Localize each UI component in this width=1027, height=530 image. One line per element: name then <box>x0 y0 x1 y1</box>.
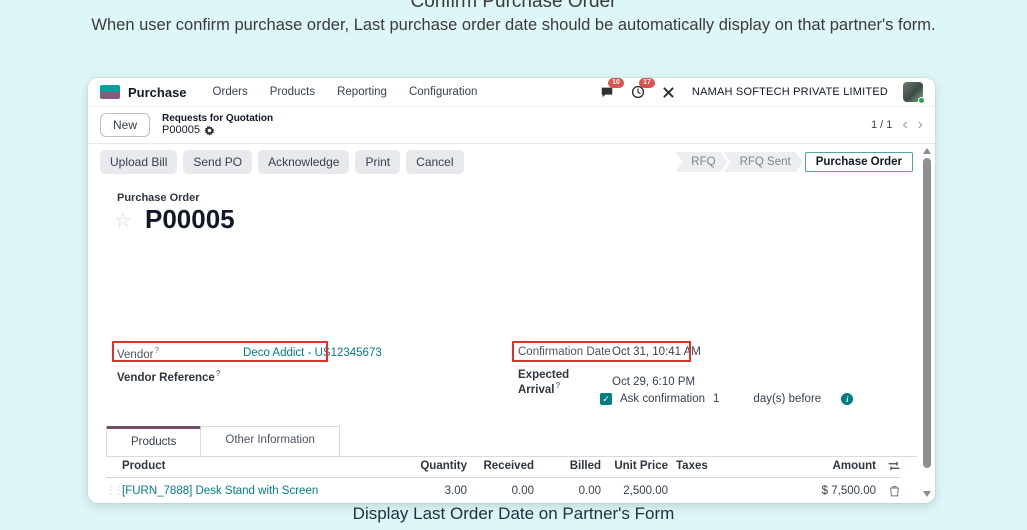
ask-confirmation-field: ✓ Ask confirmation 1 day(s) before i <box>600 393 854 405</box>
bottom-caption: Display Last Order Date on Partner's For… <box>352 504 675 523</box>
col-received[interactable]: Received <box>483 459 534 472</box>
nav-menu: Orders Products Reporting Configuration <box>213 86 478 98</box>
doc-name: P00005 <box>145 204 235 234</box>
page-subtitle: When user confirm purchase order, Last p… <box>91 16 936 34</box>
app-name[interactable]: Purchase <box>128 84 187 100</box>
breadcrumb-current: P00005 <box>162 124 200 137</box>
control-divider <box>88 143 935 144</box>
vendor-reference-field: Vendor Reference? <box>117 369 355 384</box>
confirmation-date-field: Confirmation Date Oct 31, 10:41 AM <box>518 346 701 358</box>
page-title: Confirm Purchase Order <box>410 0 617 12</box>
cancel-button[interactable]: Cancel <box>406 150 464 174</box>
breadcrumb: Requests for Quotation P00005 <box>162 113 273 137</box>
vendor-value-link[interactable]: Deco Addict - US12345673 <box>243 347 382 360</box>
presence-dot <box>918 97 925 104</box>
cell-quantity[interactable]: 3.00 <box>444 484 467 497</box>
tab-other-information[interactable]: Other Information <box>201 426 340 456</box>
drag-handle-icon[interactable]: ⋮⋮ <box>106 485 124 496</box>
ask-suffix-label: day(s) before <box>753 393 822 405</box>
scroll-down-icon[interactable] <box>923 491 931 497</box>
optional-columns-icon[interactable] <box>876 460 900 472</box>
expected-arrival-label: Expected Arrival? <box>518 369 570 396</box>
acknowledge-button[interactable]: Acknowledge <box>258 150 350 174</box>
status-step-purchase-order[interactable]: Purchase Order <box>804 152 913 172</box>
cell-amount: $ 7,500.00 <box>821 484 876 497</box>
tools-icon[interactable] <box>661 84 677 100</box>
activities-clock-icon[interactable]: 17 <box>630 78 655 100</box>
doc-type-label: Purchase Order <box>117 192 200 204</box>
favorite-star-icon[interactable]: ☆ <box>114 210 132 232</box>
vendor-reference-input[interactable] <box>235 369 355 383</box>
tab-products[interactable]: Products <box>106 426 202 456</box>
pager-next-icon[interactable]: › <box>917 116 923 133</box>
vendor-label: Vendor? <box>117 346 159 361</box>
menu-configuration[interactable]: Configuration <box>408 86 478 98</box>
messages-badge: 10 <box>608 78 624 89</box>
menu-reporting[interactable]: Reporting <box>337 86 387 98</box>
status-step-rfq[interactable]: RFQ <box>675 152 727 172</box>
activities-badge: 17 <box>639 78 655 89</box>
cell-unit-price[interactable]: 2,500.00 <box>623 484 668 497</box>
odoo-window: Purchase Orders Products Reporting Confi… <box>88 78 935 503</box>
systray: 10 17 NAMAH SOFTECH PRIVATE LIMITED <box>599 78 925 104</box>
menu-orders[interactable]: Orders <box>212 86 248 98</box>
col-quantity[interactable]: Quantity <box>420 459 467 472</box>
upload-bill-button[interactable]: Upload Bill <box>100 150 178 174</box>
action-bar: Upload Bill Send PO Acknowledge Print Ca… <box>88 144 935 180</box>
expected-arrival-value[interactable]: Oct 29, 6:10 PM <box>612 376 696 389</box>
pager-prev-icon[interactable]: ‹ <box>902 116 908 133</box>
expected-arrival-field: Expected Arrival? Oct 29, 6:10 PM <box>518 369 695 396</box>
user-avatar[interactable] <box>903 82 925 104</box>
pager: 1 / 1 ‹ › <box>871 117 923 133</box>
scrollbar-thumb[interactable] <box>923 158 931 468</box>
col-unit-price[interactable]: Unit Price <box>614 459 668 472</box>
breadcrumb-parent[interactable]: Requests for Quotation <box>162 112 274 124</box>
col-taxes[interactable]: Taxes <box>676 459 708 472</box>
table-row: ⋮⋮ [FURN_7888] Desk Stand with Screen 3.… <box>106 478 900 503</box>
navbar: Purchase Orders Products Reporting Confi… <box>88 78 935 107</box>
window-scrollbar[interactable] <box>922 144 932 501</box>
purchase-app-icon[interactable] <box>100 85 120 99</box>
col-amount[interactable]: Amount <box>832 459 876 472</box>
col-billed[interactable]: Billed <box>569 459 601 472</box>
status-step-rfq-sent[interactable]: RFQ Sent <box>724 152 803 172</box>
messages-icon[interactable]: 10 <box>599 78 624 100</box>
control-panel: New Requests for Quotation P00005 1 / 1 … <box>88 107 935 143</box>
print-button[interactable]: Print <box>355 150 401 174</box>
vendor-field: Vendor? Deco Addict - US12345673 <box>117 346 382 361</box>
send-po-button[interactable]: Send PO <box>183 150 253 174</box>
notebook-tabs: Products Other Information <box>106 426 917 457</box>
ask-days-input[interactable]: 1 <box>713 393 720 405</box>
company-name[interactable]: NAMAH SOFTECH PRIVATE LIMITED <box>691 86 888 98</box>
scroll-up-icon[interactable] <box>923 148 931 154</box>
gear-icon[interactable] <box>204 125 215 137</box>
delete-row-icon[interactable] <box>876 485 900 497</box>
cell-billed: 0.00 <box>578 484 601 497</box>
cell-received: 0.00 <box>511 484 534 497</box>
order-lines-header: Product Quantity Received Billed Unit Pr… <box>106 454 900 478</box>
confirmation-date-label: Confirmation Date <box>518 346 611 358</box>
col-product[interactable]: Product <box>122 459 166 472</box>
info-icon[interactable]: i <box>841 393 854 405</box>
form-sheet: Purchase Order ☆ P00005 Vendor? Deco Add… <box>88 180 935 503</box>
menu-products[interactable]: Products <box>269 86 316 98</box>
new-button[interactable]: New <box>100 113 151 137</box>
confirmation-date-value[interactable]: Oct 31, 10:41 AM <box>612 346 701 358</box>
ask-confirmation-label: Ask confirmation <box>620 393 706 405</box>
pager-count: 1 / 1 <box>870 119 893 131</box>
ask-confirmation-checkbox[interactable]: ✓ <box>600 393 612 405</box>
statusbar: RFQ RFQ Sent Purchase Order <box>675 152 913 172</box>
product-link[interactable]: [FURN_7888] Desk Stand with Screen <box>122 484 319 497</box>
vendor-reference-label: Vendor Reference? <box>117 369 221 384</box>
